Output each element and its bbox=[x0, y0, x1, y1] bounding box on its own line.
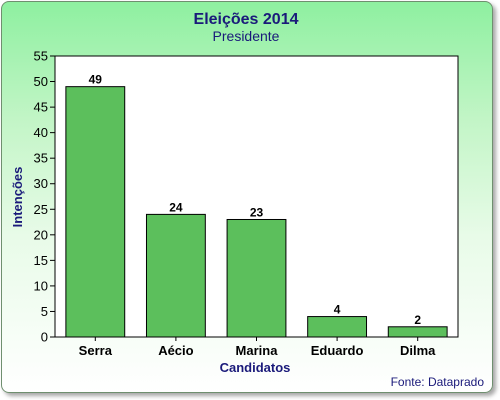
x-tick-label: Serra bbox=[79, 343, 113, 358]
x-tick-label: Eduardo bbox=[311, 343, 364, 358]
x-tick-label: Aécio bbox=[158, 343, 193, 358]
bar-marina bbox=[226, 218, 287, 338]
bar-value-label: 23 bbox=[250, 205, 264, 219]
chart-title: Eleições 2014 bbox=[194, 11, 299, 28]
bar-value-label: 4 bbox=[334, 303, 341, 317]
chart-frame: Eleições 2014 Presidente 0 5 10 15 20 25 30 35 4… bbox=[1, 1, 493, 393]
bars-group: 49 24 23 4 2 bbox=[65, 73, 448, 338]
bar-serra bbox=[65, 86, 126, 338]
x-tick-label: Dilma bbox=[400, 343, 436, 358]
y-tick-label: 50 bbox=[34, 74, 48, 89]
bar-dilma bbox=[387, 326, 448, 338]
y-axis-title: Intenções bbox=[10, 167, 25, 228]
y-tick-label: 25 bbox=[34, 202, 48, 217]
bar-chart: Eleições 2014 Presidente 0 5 10 15 20 25 30 35 4… bbox=[10, 11, 485, 389]
y-tick-label: 30 bbox=[34, 176, 48, 191]
x-axis-title: Candidatos bbox=[220, 360, 291, 375]
y-tick-label: 55 bbox=[34, 49, 48, 64]
x-axis: Serra Aécio Marina Eduardo Dilma bbox=[79, 337, 436, 358]
chart-subtitle: Presidente bbox=[213, 28, 280, 44]
y-tick-label: 0 bbox=[41, 330, 48, 345]
source-note: Fonte: Dataprado bbox=[391, 375, 485, 389]
bar-value-label: 2 bbox=[414, 313, 421, 327]
bar-eduardo bbox=[307, 316, 368, 338]
y-tick-label: 20 bbox=[34, 227, 48, 242]
y-axis: 0 5 10 15 20 25 30 35 40 45 50 55 bbox=[34, 49, 55, 345]
y-tick-label: 45 bbox=[34, 100, 48, 115]
y-tick-label: 15 bbox=[34, 253, 48, 268]
y-tick-label: 5 bbox=[41, 304, 48, 319]
y-tick-label: 10 bbox=[34, 278, 48, 293]
y-tick-label: 35 bbox=[34, 151, 48, 166]
y-tick-label: 40 bbox=[34, 125, 48, 140]
x-tick-label: Marina bbox=[236, 343, 279, 358]
bar-aécio bbox=[145, 213, 206, 338]
bar-value-label: 24 bbox=[169, 200, 183, 214]
bar-value-label: 49 bbox=[89, 73, 103, 87]
